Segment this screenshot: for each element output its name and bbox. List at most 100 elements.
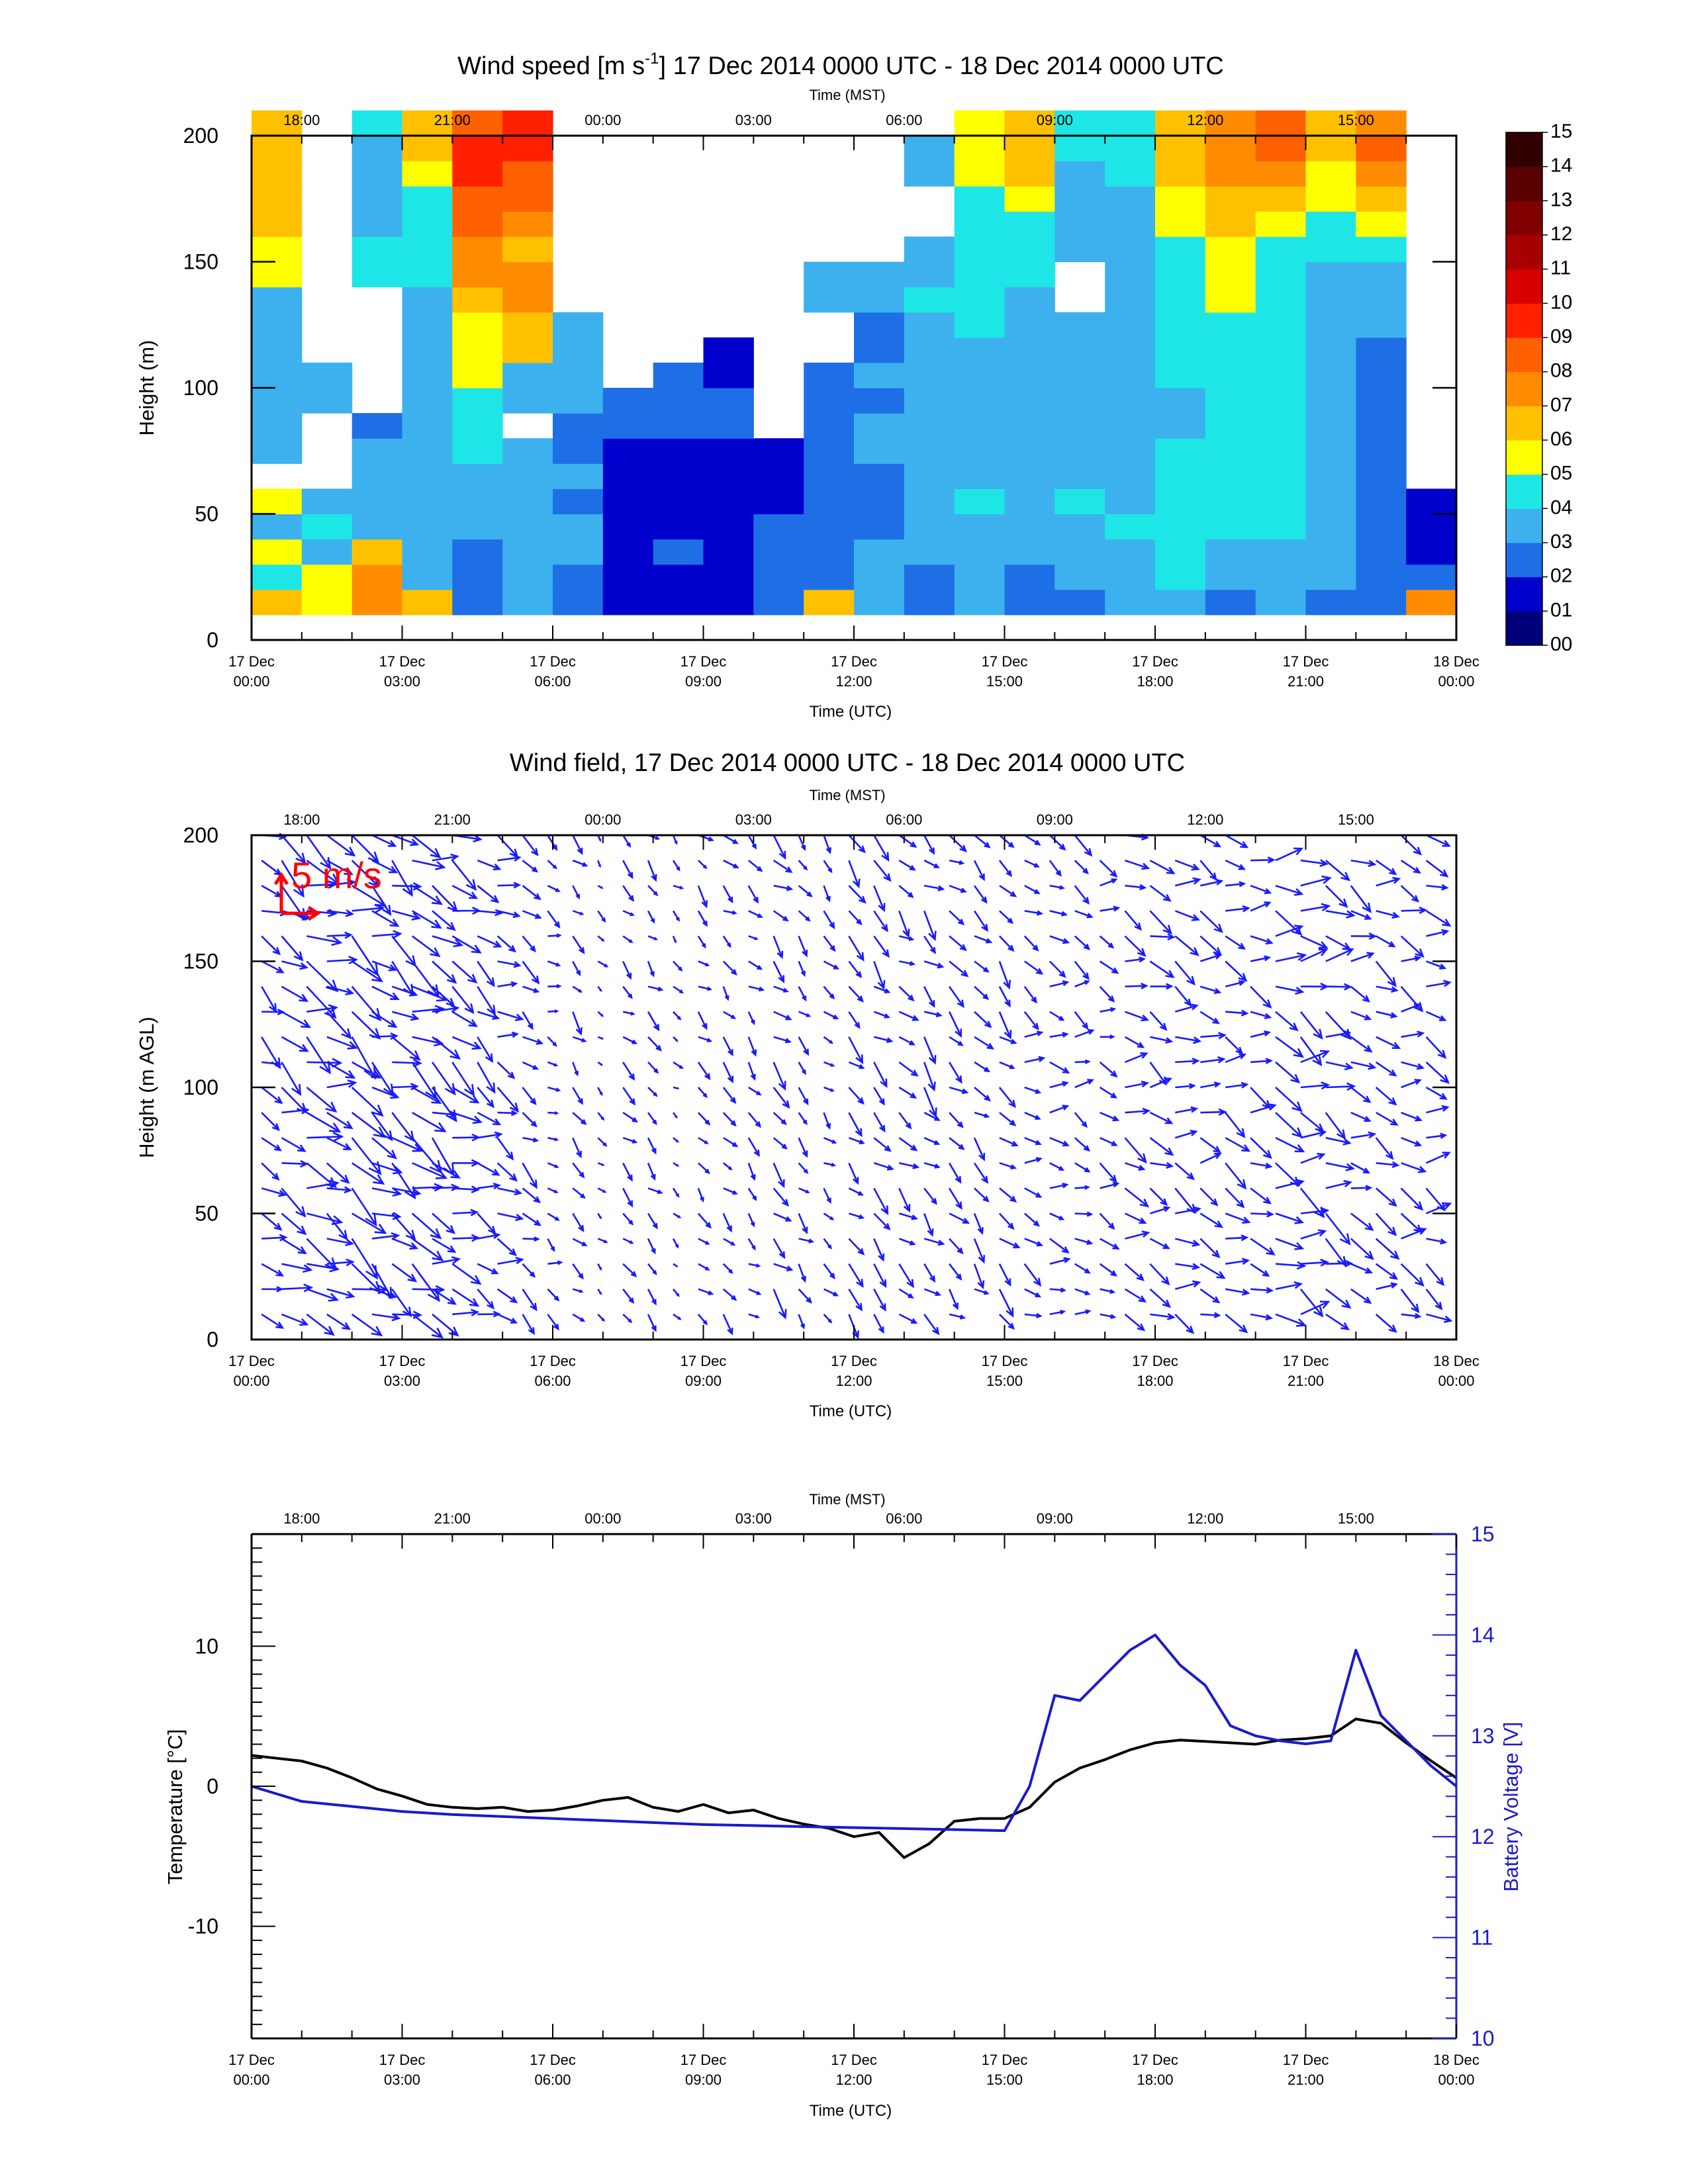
mst-tick-label: 00:00 — [585, 811, 621, 828]
wind-arrow — [1400, 885, 1420, 903]
wind-arrow — [647, 1062, 659, 1074]
heatmap-cell — [1055, 488, 1105, 515]
heatmap-cell — [301, 589, 353, 615]
wind-arrow — [1401, 1228, 1427, 1240]
wind-arrow — [898, 1212, 919, 1220]
wind-arrow — [1325, 1238, 1347, 1267]
wind-arrow — [1049, 835, 1066, 851]
wind-arrow — [798, 960, 806, 978]
heatmap-cell — [402, 337, 453, 363]
wind-arrow — [371, 1011, 398, 1028]
wind-arrow — [572, 1238, 588, 1246]
heatmap-cell — [1356, 136, 1407, 161]
wind-arrow — [452, 1159, 481, 1167]
wind-arrow — [261, 935, 281, 956]
heatmap-cell — [1055, 236, 1105, 263]
wind-arrow — [773, 1187, 789, 1207]
wind-arrow — [798, 1011, 812, 1017]
wind-arrow — [647, 1212, 658, 1230]
wind-arrow — [823, 885, 831, 903]
heatmap-cell — [1356, 261, 1407, 288]
heatmap-cell — [452, 463, 503, 489]
wind-arrow — [773, 1263, 794, 1271]
wind-arrow — [1400, 1289, 1420, 1314]
wind-arrow — [352, 1212, 387, 1234]
heatmap-cell — [1305, 261, 1356, 288]
wind-arrow — [849, 1212, 865, 1220]
wind-arrow — [1350, 952, 1375, 962]
wind-arrow — [973, 1162, 989, 1184]
wind-arrow — [923, 835, 935, 855]
wind-arrow — [1174, 910, 1200, 921]
wind-arrow — [522, 1263, 536, 1278]
wind-arrow — [477, 1087, 495, 1109]
heatmap-cell — [1255, 186, 1307, 212]
heatmap-cell — [301, 388, 353, 414]
utc-tick-day: 17 Dec — [680, 1353, 727, 1369]
wind-arrow — [392, 1058, 423, 1068]
wind-arrow — [722, 1263, 733, 1274]
wind-arrow — [597, 1162, 605, 1166]
wind-arrow — [497, 882, 522, 889]
wind-arrow — [1425, 1011, 1447, 1021]
wind-arrow — [1400, 860, 1421, 874]
wind-arrow — [351, 1187, 377, 1227]
heatmap-cell — [804, 261, 855, 288]
wind-arrow — [326, 1162, 350, 1184]
wind-arrow — [326, 1079, 357, 1089]
heatmap-cell — [854, 287, 905, 313]
wind-arrow — [949, 884, 967, 893]
y-tick-label: 200 — [183, 124, 218, 148]
temperature-axes: 17 Dec 00:00 17 Dec 03:00 17 Dec 06:00 17 Dec 0… — [188, 1510, 1495, 2088]
heatmap-cell — [252, 236, 303, 263]
y-tick-label: 100 — [183, 1075, 218, 1099]
wind-arrow — [281, 1238, 307, 1255]
wind-arrow — [371, 1137, 397, 1160]
heatmap-cell — [1105, 564, 1156, 590]
heatmap-cell — [452, 312, 503, 338]
heatmap-cell — [1105, 261, 1156, 288]
wind-arrow — [1225, 1137, 1251, 1152]
heatmap-cell — [352, 136, 403, 161]
utc-tick-day: 17 Dec — [530, 2052, 576, 2068]
wind-arrow — [1125, 982, 1149, 989]
wind-arrow — [1074, 980, 1090, 987]
wind-arrow — [1375, 1212, 1397, 1236]
y-tick-label: 200 — [183, 823, 218, 847]
heatmap-cell — [1255, 261, 1307, 288]
wind-arrow — [999, 1187, 1017, 1203]
heatmap-cell — [1055, 161, 1105, 187]
wind-arrow — [1024, 885, 1041, 895]
wind-arrow — [522, 1011, 534, 1030]
wind-arrow — [1049, 1061, 1070, 1074]
wind-arrow — [798, 1288, 812, 1304]
wind-arrow — [1225, 1234, 1249, 1242]
heatmap-cell — [1055, 388, 1105, 414]
wind-arrow — [923, 1213, 934, 1237]
heatmap-cell — [1004, 211, 1055, 237]
wind-arrow — [391, 935, 417, 968]
wind-arrow — [522, 885, 541, 901]
wind-arrow — [1350, 1185, 1373, 1191]
wind-arrow — [1275, 1011, 1299, 1032]
heatmap-cell — [352, 413, 403, 439]
heatmap-cell — [954, 312, 1006, 338]
heatmap-cell — [703, 463, 754, 489]
heatmap-cell — [402, 514, 453, 540]
wind-arrow — [547, 933, 562, 938]
wind-arrow — [572, 1187, 586, 1199]
wind-arrow — [949, 1212, 970, 1224]
wind-arrow — [1375, 960, 1397, 987]
heatmap-cell — [954, 438, 1006, 464]
wind-arrow — [261, 1086, 283, 1105]
colorbar-swatch — [1506, 132, 1542, 167]
wind-arrow — [949, 910, 965, 926]
heatmap-cell — [904, 564, 955, 590]
wind-arrow — [798, 1238, 815, 1244]
wind-arrow — [1199, 910, 1223, 933]
wind-arrow — [1199, 1212, 1223, 1228]
wind-arrow — [1299, 1011, 1323, 1040]
heatmap-cell — [252, 337, 303, 363]
wind-arrow — [1275, 1261, 1307, 1270]
wind-arrow — [773, 1137, 788, 1150]
